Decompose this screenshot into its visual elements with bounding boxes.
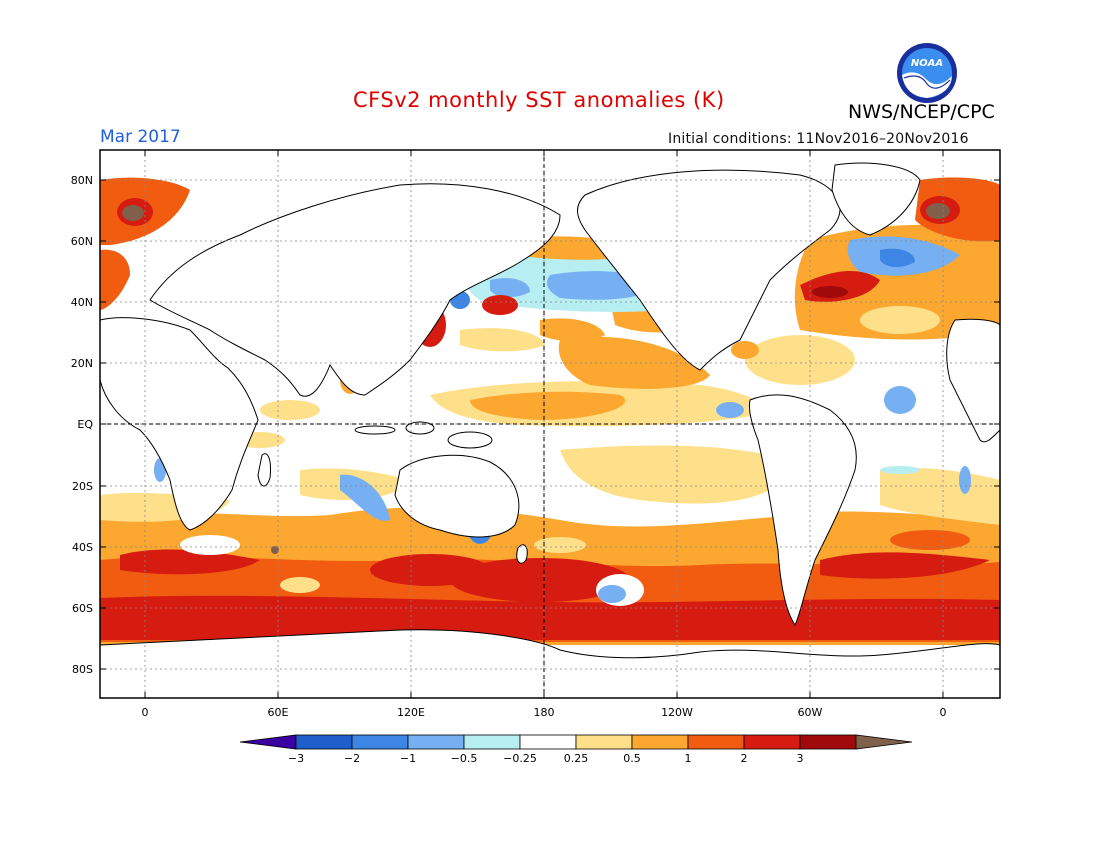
lon-tick-label: 0 [940,706,947,719]
lat-tick-label: 40S [72,541,93,554]
lon-tick-label: 120W [661,706,693,719]
colorbar-segment [519,734,577,750]
lat-tick-label: 80N [71,174,93,187]
colorbar: −3 −2 −1 −0.5 −0.25 0.25 0.5 1 2 3 [239,734,913,765]
lat-tick-label: EQ [77,418,93,431]
lat-tick-label: 40N [71,296,93,309]
antarctica [100,629,1000,698]
lon-tick-label: 0 [142,706,149,719]
colorbar-label: −0.5 [451,752,478,765]
colorbar-segment [463,734,521,750]
map-title: CFSv2 monthly SST anomalies (K) [353,88,725,112]
initial-conditions: Initial conditions: 11Nov2016–20Nov2016 [668,131,969,147]
forecast-month: Mar 2017 [100,127,181,147]
colorbar-label: −1 [400,752,416,765]
colorbar-segment [687,734,745,750]
lon-tick-label: 60E [268,706,289,719]
colorbar-label: 3 [797,752,804,765]
agency-label: NWS/NCEP/CPC [848,101,995,123]
lon-tick-label: 120E [397,706,425,719]
colorbar-label: 2 [741,752,748,765]
colorbar-segment [799,734,857,750]
lat-tick-label: 60N [71,235,93,248]
north-america [577,169,841,371]
colorbar-segment [631,734,689,750]
lat-tick-label: 80S [72,663,93,676]
africa-east-wrap [946,318,1000,443]
colorbar-segment [575,734,633,750]
lat-tick-label: 20N [71,357,93,370]
colorbar-segment [743,734,801,750]
new-zealand [516,544,528,564]
south-america [749,394,857,626]
colorbar-label: −3 [288,752,304,765]
noaa-logo-text: NOAA [911,58,943,69]
colorbar-segment [295,734,353,750]
island [447,431,493,449]
madagascar [257,453,271,487]
lat-tick-label: 60S [72,602,93,615]
colorbar-label: 0.5 [623,752,641,765]
lat-tick-label: 20S [72,480,93,493]
island [354,425,396,435]
colorbar-label: −2 [344,752,360,765]
lon-tick-label: 60W [798,706,823,719]
island [405,421,435,435]
greenland [831,162,921,236]
graticule [100,150,1000,698]
longitude-axis: 0 60E 120E 180 120W 60W 0 [142,150,947,719]
colorbar-segment [407,734,465,750]
latitude-axis: 80N 60N 40N 20N EQ 20S 40S 60S 80S [71,174,1000,676]
colorbar-label: 1 [685,752,692,765]
eurasia-landmass [149,183,561,397]
colorbar-segment [239,734,297,750]
colorbar-label: −0.25 [503,752,537,765]
noaa-logo: NOAA [897,43,957,103]
lon-tick-label: 180 [534,706,555,719]
australia [394,454,520,538]
colorbar-label: 0.25 [564,752,589,765]
colorbar-segment [351,734,409,750]
colorbar-segment [855,734,913,750]
